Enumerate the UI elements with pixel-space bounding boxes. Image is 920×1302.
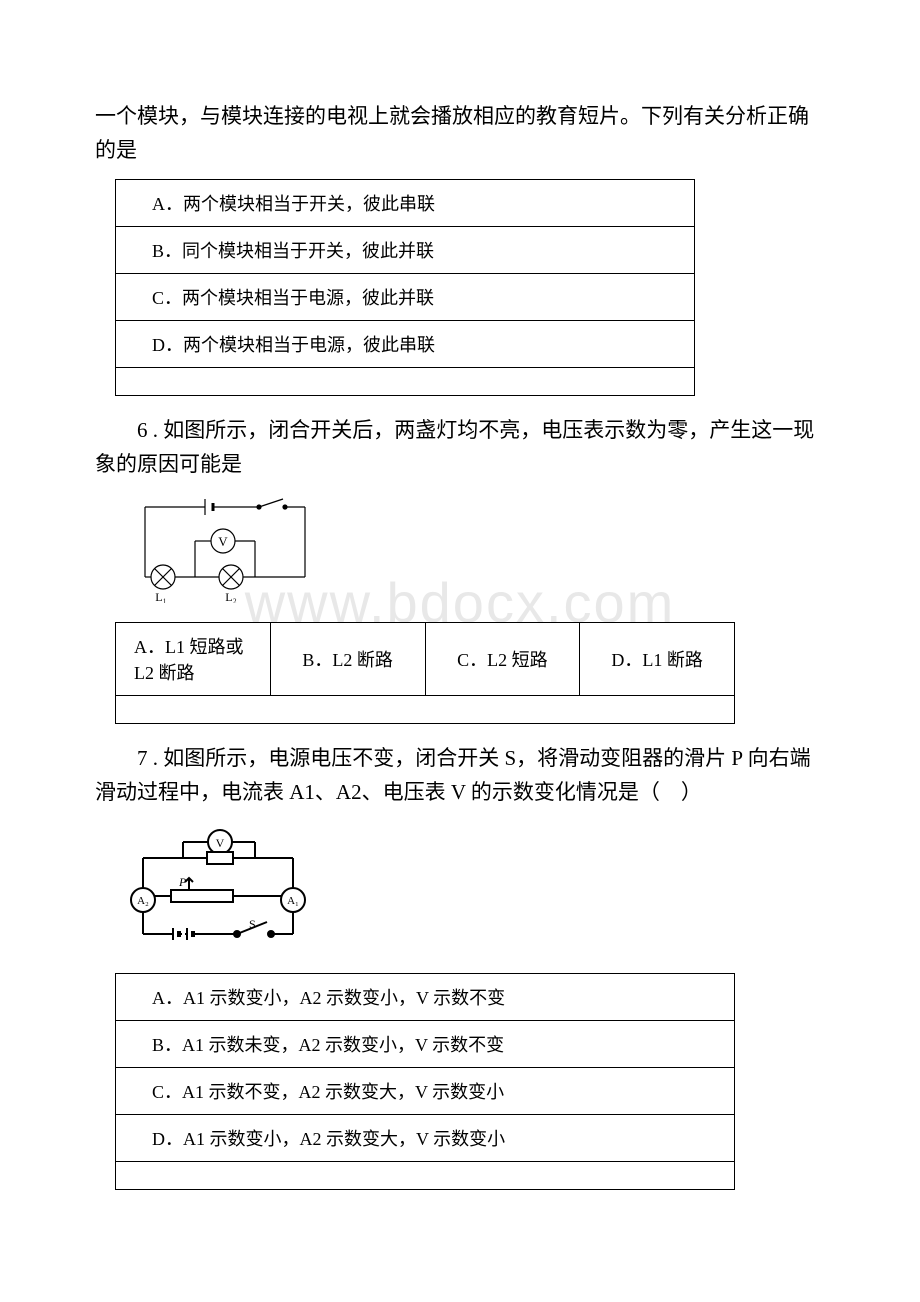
q6-option-d: D．L1 断路 — [580, 623, 735, 696]
q5-option-a: A．两个模块相当于开关，彼此串联 — [116, 180, 695, 227]
switch-s-label: S — [249, 917, 256, 931]
slider-p-label: P — [178, 875, 187, 889]
q5-empty-row — [116, 368, 695, 396]
circuit1-svg: V L₁ L₂ — [125, 495, 325, 603]
voltmeter-label: V — [218, 534, 228, 549]
q7-empty-row — [116, 1161, 735, 1189]
q5-option-d: D．两个模块相当于电源，彼此串联 — [116, 321, 695, 368]
circuit2-svg: V A₁ A₂ P S — [125, 824, 315, 954]
q7-option-d: D．A1 示数变小，A2 示数变大，V 示数变小 — [116, 1114, 735, 1161]
q7-circuit-diagram: V A₁ A₂ P S — [125, 824, 825, 959]
q7-option-c: C．A1 示数不变，A2 示数变大，V 示数变小 — [116, 1067, 735, 1114]
intro-paragraph: 一个模块，与模块连接的电视上就会播放相应的教育短片。下列有关分析正确的是 — [95, 100, 825, 167]
q6-empty-row — [116, 696, 735, 724]
q7-option-a: A．A1 示数变小，A2 示数变小，V 示数不变 — [116, 973, 735, 1020]
q6-option-a: A．L1 短路或 L2 断路 — [116, 623, 271, 696]
q7-option-b: B．A1 示数未变，A2 示数变小，V 示数不变 — [116, 1020, 735, 1067]
q5-option-c: C．两个模块相当于电源，彼此并联 — [116, 274, 695, 321]
lamp-l2-label: L₂ — [225, 590, 237, 603]
q6-options-table: A．L1 短路或 L2 断路 B．L2 断路 C．L2 短路 D．L1 断路 — [115, 622, 735, 724]
q6-text: 6 . 如图所示，闭合开关后，两盏灯均不亮，电压表示数为零，产生这一现象的原因可… — [95, 414, 825, 481]
document-content: 一个模块，与模块连接的电视上就会播放相应的教育短片。下列有关分析正确的是 A．两… — [95, 100, 825, 1190]
ammeter-a2-label: A₂ — [137, 895, 149, 907]
q6-circuit-diagram: V L₁ L₂ — [125, 495, 825, 608]
q5-option-b: B．同个模块相当于开关，彼此并联 — [116, 227, 695, 274]
ammeter-a1-label: A₁ — [287, 895, 299, 907]
lamp-l1-label: L₁ — [155, 590, 167, 603]
q6-option-c: C．L2 短路 — [425, 623, 580, 696]
q7-text: 7 . 如图所示，电源电压不变，闭合开关 S，将滑动变阻器的滑片 P 向右端滑动… — [95, 742, 825, 809]
voltmeter-v-label: V — [216, 836, 225, 850]
q6-option-b: B．L2 断路 — [270, 623, 425, 696]
q5-options-table: A．两个模块相当于开关，彼此串联 B．同个模块相当于开关，彼此并联 C．两个模块… — [115, 179, 695, 396]
q7-options-table: A．A1 示数变小，A2 示数变小，V 示数不变 B．A1 示数未变，A2 示数… — [115, 973, 735, 1190]
